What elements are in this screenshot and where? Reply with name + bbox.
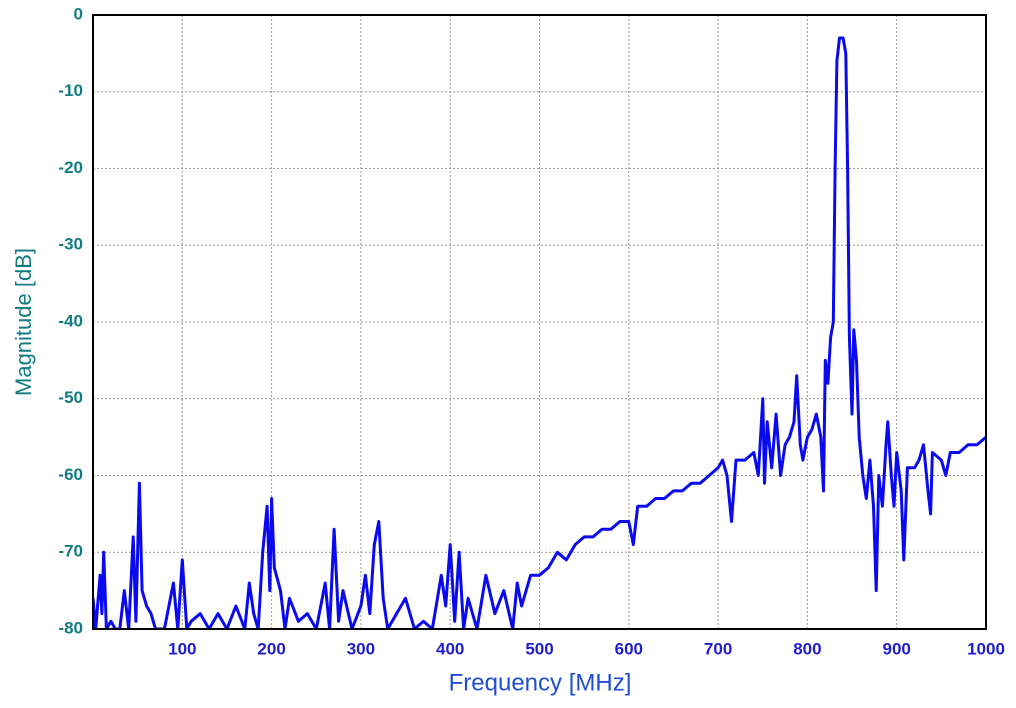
x-tick-label: 400 xyxy=(436,639,464,658)
x-tick-label: 300 xyxy=(347,639,375,658)
x-tick-label: 200 xyxy=(257,639,285,658)
x-tick-label: 600 xyxy=(615,639,643,658)
x-axis-label: Frequency [MHz] xyxy=(449,669,632,696)
y-tick-label: -30 xyxy=(58,235,83,254)
x-tick-label: 100 xyxy=(168,639,196,658)
y-tick-label: -70 xyxy=(58,542,83,561)
y-tick-label: 0 xyxy=(74,4,83,23)
x-tick-label: 500 xyxy=(525,639,553,658)
y-tick-label: -50 xyxy=(58,388,83,407)
x-tick-label: 800 xyxy=(793,639,821,658)
plot-frame xyxy=(92,14,987,630)
x-tick-label: 700 xyxy=(704,639,732,658)
x-tick-label: 1000 xyxy=(967,639,1005,658)
y-tick-label: -40 xyxy=(58,311,83,330)
y-tick-label: -60 xyxy=(58,465,83,484)
spectrum-line xyxy=(93,36,986,629)
y-axis-label: Magnitude [dB] xyxy=(11,248,36,396)
y-tick-label: -80 xyxy=(58,618,83,637)
x-tick-label: 900 xyxy=(883,639,911,658)
y-tick-label: -10 xyxy=(58,81,83,100)
y-tick-label: -20 xyxy=(58,158,83,177)
